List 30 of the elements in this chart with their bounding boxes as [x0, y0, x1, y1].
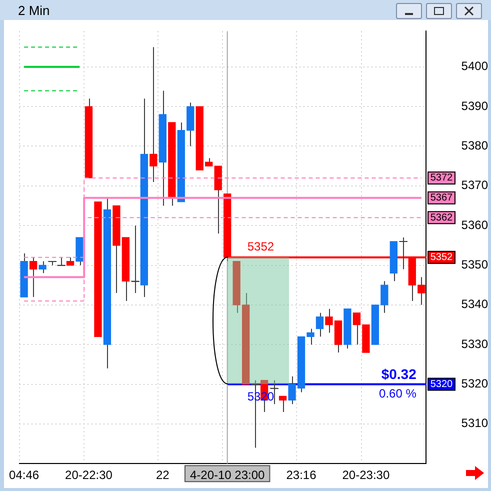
x-tick-label: 20-23:30 [342, 468, 390, 482]
y-tick-label: 5350 [461, 258, 488, 272]
x-tick-label: 4-20-10 23:00 [190, 468, 266, 482]
candlestick [38, 260, 46, 274]
y-tick-label: 5380 [461, 138, 488, 153]
y-tick-label: 5310 [461, 416, 488, 430]
ref-line-label: 5320 [430, 379, 454, 390]
annotation: 0.60 % [379, 386, 417, 401]
x-tick-label: 22 [156, 468, 170, 482]
y-tick-label: 5340 [461, 297, 488, 312]
y-tick-label: 5330 [461, 336, 488, 351]
x-tick-label: 23:16 [286, 468, 317, 482]
data-label: 5362 [430, 212, 454, 224]
x-tick-label: 20-22:30 [65, 468, 113, 482]
candlestick [278, 396, 287, 413]
data-label: 5372 [430, 172, 454, 184]
y-tick-label: 5400 [461, 59, 488, 74]
y-tick-label: 5360 [461, 218, 488, 232]
y-tick-label: 5320 [461, 376, 488, 391]
text: 5352 [430, 252, 453, 264]
x-tick-label: 04:46 [9, 468, 40, 482]
ref-line-label: 5352 [247, 240, 274, 254]
y-tick-label: 5390 [461, 98, 488, 113]
y-tick-label: 5370 [461, 178, 488, 192]
annotation: $0.32 [381, 366, 417, 382]
candlestick [150, 46, 158, 182]
candlestick [316, 312, 324, 338]
chart-title: 2 Min [18, 3, 50, 18]
data-label: 5367 [430, 192, 454, 204]
candlestick [29, 256, 38, 298]
